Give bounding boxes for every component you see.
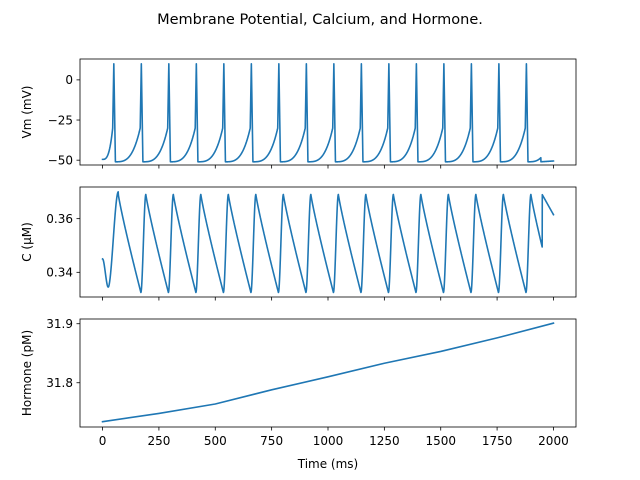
hormone-x-tick-label: 1750 [482,434,513,448]
hormone-series-line [101,322,555,423]
hormone-x-tick-label: 750 [260,434,283,448]
hormone-x-tick-label: 2000 [538,434,569,448]
vm-y-axis-label: Vm (mV) [20,86,34,139]
panel-calcium: 0.36 0.34 C (μM) [20,186,577,301]
vm-y-tick-label: −50 [48,153,73,167]
panels: 0 −25 −50 Vm (mV) 0.36 0.34 C (μM) 0 250 500 750 10… [20,58,577,471]
calcium-y-tick-label: 0.34 [46,266,73,280]
hormone-axes-frame [79,318,577,428]
hormone-x-tick-label: 0 [99,434,107,448]
panel-hormone: 0 250 500 750 1000 1250 1500 1750 2000 31.9 31.8 Ho… [20,317,577,471]
vm-y-tick-label: −25 [48,113,73,127]
vm-y-tick-label: 0 [65,73,73,87]
hormone-x-axis-label: Time (ms) [297,457,359,471]
hormone-x-tick-label: 1500 [425,434,456,448]
hormone-x-tick-label: 1000 [313,434,344,448]
hormone-y-tick-label: 31.8 [46,376,73,390]
calcium-y-axis-label: C (μM) [20,222,34,262]
hormone-x-tick-label: 500 [204,434,227,448]
figure-title: Membrane Potential, Calcium, and Hormone… [157,12,483,28]
calcium-series-line [101,191,555,294]
hormone-y-tick-label: 31.9 [46,317,73,331]
panel-vm: 0 −25 −50 Vm (mV) [20,58,577,169]
calcium-y-tick-label: 0.36 [46,212,73,226]
vm-axes-frame [79,58,577,166]
hormone-x-tick-label: 1250 [369,434,400,448]
vm-series-line [101,63,555,163]
hormone-x-tick-label: 250 [147,434,170,448]
hormone-y-axis-label: Hormone (pM) [20,330,34,416]
